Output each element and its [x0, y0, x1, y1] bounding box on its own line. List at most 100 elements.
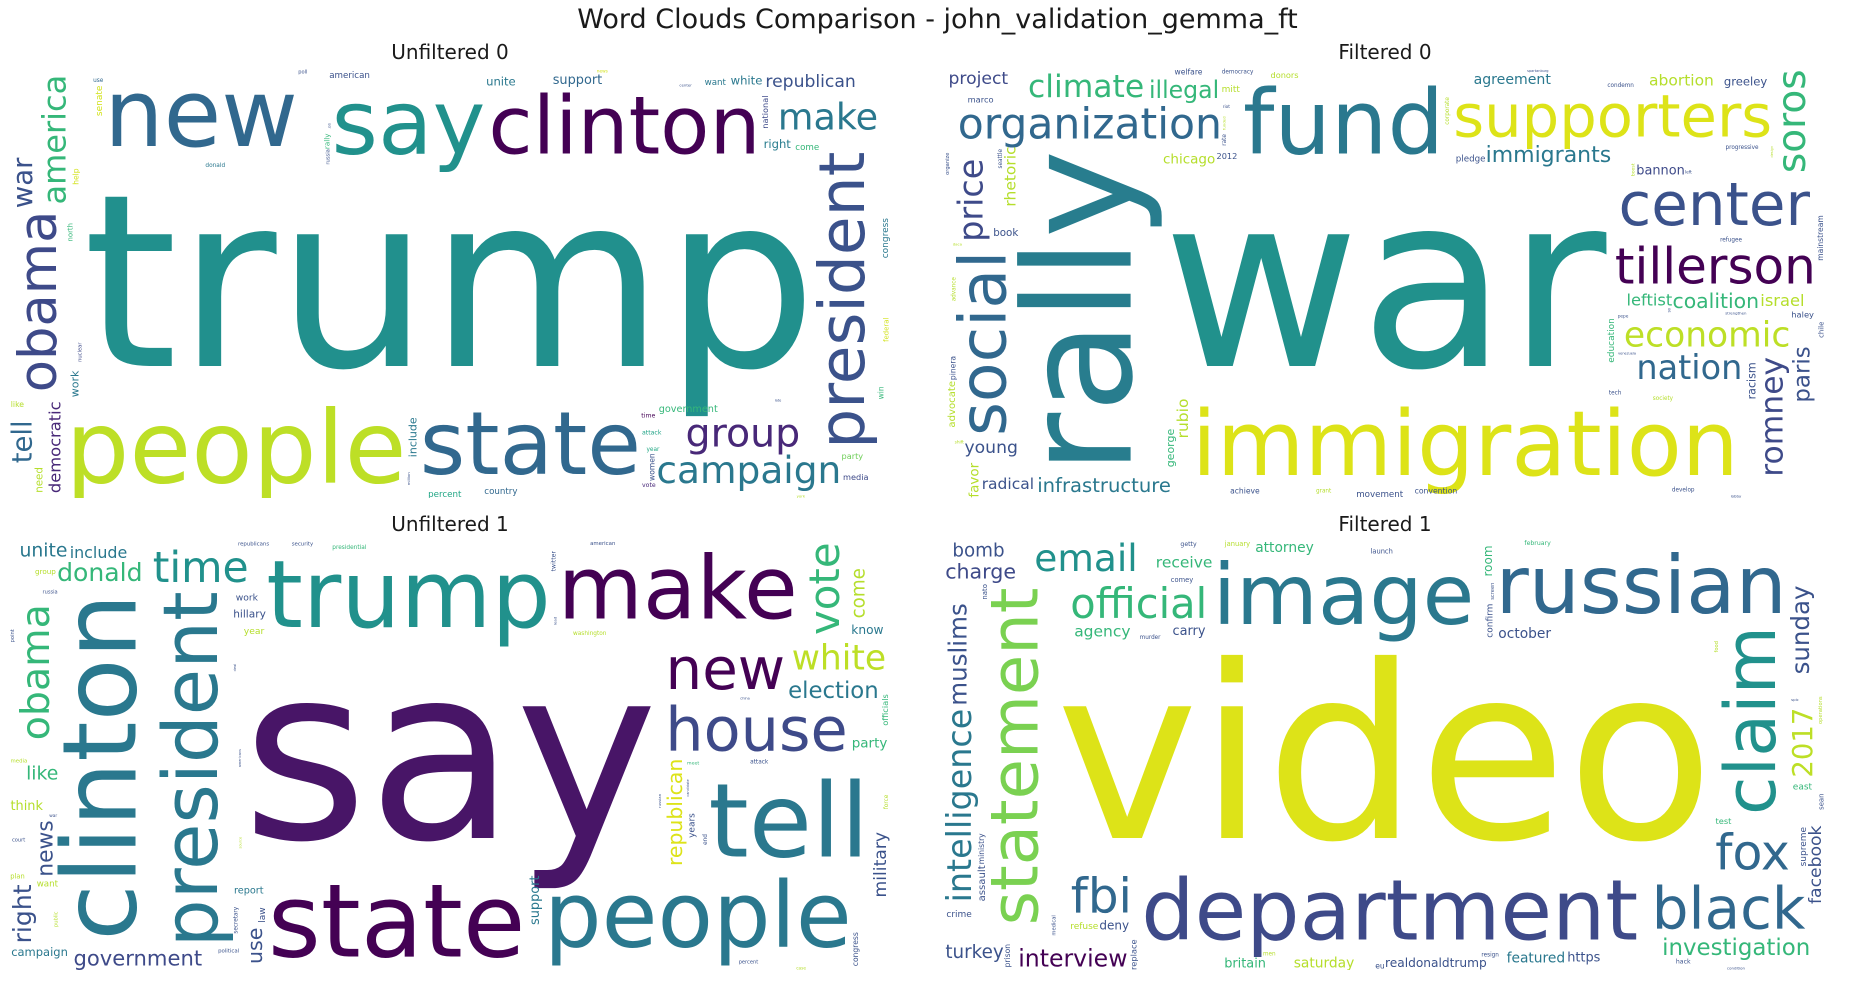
- word-mitt: mitt: [1222, 85, 1241, 95]
- word-hillary: hillary: [233, 609, 266, 621]
- word-white: white: [792, 639, 886, 679]
- word-tell: tell: [708, 762, 869, 882]
- word-new: new: [666, 635, 786, 703]
- word-officials: officials: [880, 694, 890, 726]
- word-shift: shift: [955, 440, 965, 446]
- word-national: national: [760, 96, 770, 129]
- word-party: party: [852, 735, 888, 751]
- word-crime: crime: [946, 910, 972, 920]
- word-secretary: secretary: [233, 906, 239, 933]
- word-point: point: [10, 629, 16, 642]
- word-project: project: [949, 69, 1009, 89]
- word-court: court: [12, 838, 25, 844]
- word-new: new: [104, 68, 298, 169]
- word-washington: washington: [573, 631, 607, 637]
- word-people: people: [66, 389, 407, 498]
- word-government: government: [74, 945, 203, 970]
- word-society: society: [1653, 396, 1674, 402]
- word-need: need: [33, 467, 45, 493]
- word-marco: marco: [968, 94, 994, 104]
- panel-title: Unfiltered 0: [391, 40, 509, 64]
- word-say: say: [242, 614, 658, 895]
- word-women: women: [647, 453, 656, 481]
- word-welfare: welfare: [1175, 68, 1203, 77]
- word-say: say: [332, 72, 486, 176]
- word-donald: donald: [205, 163, 225, 169]
- word-meet: meet: [687, 761, 699, 767]
- word-use: use: [243, 928, 267, 964]
- word-lobby: lobby: [1731, 493, 1742, 498]
- word-immigrants: immigrants: [1486, 143, 1612, 168]
- word-room: room: [1481, 545, 1495, 576]
- word-romney: romney: [1754, 357, 1790, 477]
- word-black: black: [1652, 874, 1806, 942]
- word-2017: 2017: [1787, 708, 1819, 778]
- word-medical: medical: [1051, 915, 1057, 935]
- word-refugee: refugee: [1720, 237, 1742, 243]
- word-2012: 2012: [1217, 151, 1238, 161]
- word-attack: attack: [750, 760, 769, 766]
- word-help: help: [71, 168, 80, 185]
- word-chicago: chicago: [1163, 151, 1215, 167]
- word-image: image: [1213, 546, 1475, 644]
- word-abortion: abortion: [1649, 72, 1714, 90]
- word-britain: britain: [1224, 956, 1266, 970]
- word-murder: murder: [1140, 635, 1161, 641]
- word-agreement: agreement: [1474, 72, 1552, 88]
- word-twitter: twitter: [551, 551, 558, 572]
- word-congress: congress: [851, 932, 860, 966]
- word-boost: boost: [1631, 163, 1637, 176]
- word-spartanburg: spartanburg: [1527, 69, 1548, 73]
- panel-title: Filtered 1: [1338, 512, 1432, 536]
- word-right: right: [10, 884, 37, 943]
- word-public: public: [54, 911, 60, 927]
- word-attorney: attorney: [1255, 540, 1314, 556]
- word-pledge: pledge: [1456, 154, 1486, 164]
- word-fund: fund: [1243, 72, 1444, 176]
- word-use: use: [93, 78, 104, 84]
- word-russian: russian: [657, 793, 662, 808]
- word-political: political: [218, 949, 239, 955]
- word-immigration: immigration: [1192, 392, 1739, 497]
- word-rhetoric: rhetoric: [1002, 146, 1020, 206]
- word-campaign: campaign: [656, 448, 841, 492]
- word-paris: paris: [1790, 346, 1816, 402]
- word-fox: fox: [1715, 825, 1790, 882]
- word-infrastructure: infrastructure: [1037, 474, 1171, 497]
- word-american: american: [590, 541, 615, 547]
- word-clinton: clinton: [41, 593, 161, 940]
- word-center: center: [679, 83, 692, 88]
- word-republican: republican: [663, 759, 687, 866]
- word-report: report: [234, 886, 264, 897]
- word-favor: favor: [966, 462, 982, 497]
- word-hack: hack: [1676, 959, 1691, 966]
- word-case: case: [796, 966, 806, 970]
- word-greeley: greeley: [1724, 74, 1767, 88]
- word-bomb: bomb: [952, 540, 1004, 561]
- word-food: food: [1714, 641, 1720, 652]
- word-supporters: supporters: [1453, 82, 1772, 151]
- word-book: book: [993, 227, 1018, 239]
- word-security: security: [292, 541, 314, 547]
- word-senate: senate: [95, 85, 105, 116]
- word-illegal: illegal: [1149, 76, 1219, 104]
- word-realdonaldtrump: realdonaldtrump: [1385, 956, 1487, 970]
- word-coalition: coalition: [1673, 289, 1760, 313]
- word-job: job: [328, 122, 332, 129]
- word-assault: assault: [977, 865, 988, 901]
- word-replace: replace: [1129, 939, 1139, 970]
- word-democracy: democracy: [1222, 69, 1254, 75]
- word-climate: climate: [1028, 69, 1144, 105]
- word-war: war: [49, 813, 57, 819]
- word-price: price: [951, 159, 990, 242]
- word-america: america: [36, 75, 74, 205]
- word-work: work: [236, 593, 259, 604]
- word-education: education: [1607, 318, 1617, 363]
- word-media: media: [843, 472, 869, 482]
- word-rally: rally: [993, 150, 1167, 474]
- word-poll: poll: [298, 69, 307, 75]
- word-racism: racism: [1746, 362, 1759, 399]
- word-nation: nation: [1636, 348, 1742, 387]
- word-east: east: [1793, 782, 1813, 792]
